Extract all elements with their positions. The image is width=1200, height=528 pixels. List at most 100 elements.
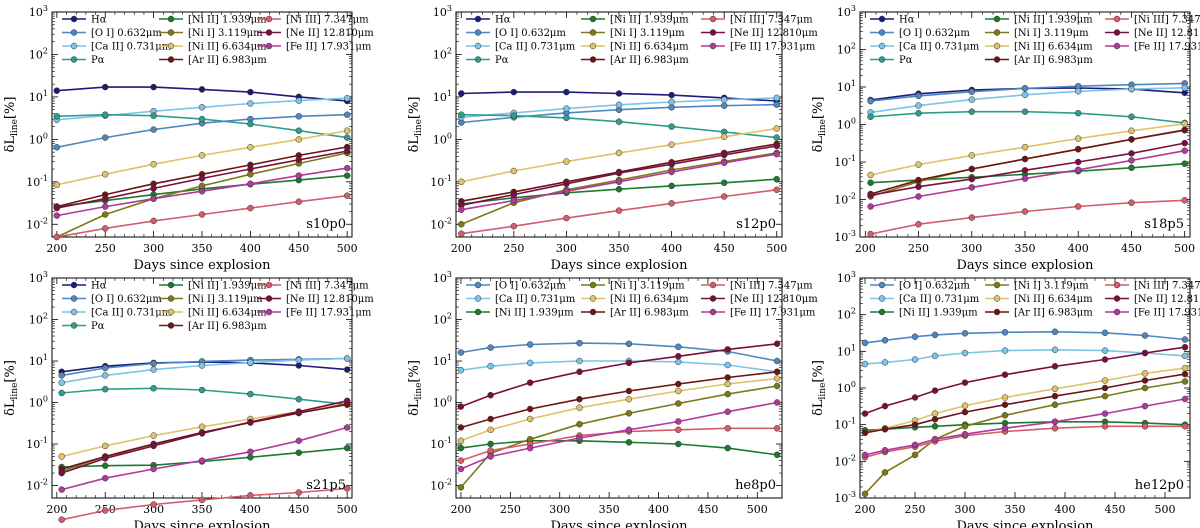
data-point-OI — [867, 97, 874, 105]
data-point-FeII — [861, 451, 869, 459]
data-point-NiI3119 — [1051, 401, 1059, 408]
x-tick-label: 450 — [1121, 242, 1142, 255]
y-tick-label: 100 — [29, 131, 48, 146]
data-point-Pa — [867, 113, 874, 121]
legend-entry-FeII: [Fe II] 17.931μm — [730, 42, 816, 53]
data-point-NiIII — [1021, 208, 1029, 215]
data-point-NiIII — [247, 204, 254, 212]
y-tick-label: 102 — [837, 42, 856, 57]
data-point-NiIII — [198, 211, 206, 218]
data-point-NeII — [615, 169, 623, 177]
legend-marker-NiIII — [265, 281, 273, 289]
data-point-NiI3119 — [458, 221, 465, 228]
data-point-FeII — [101, 203, 109, 210]
data-point-OI — [150, 360, 157, 367]
data-point-FeII — [1074, 166, 1082, 174]
data-point-ArII — [931, 416, 939, 423]
legend-marker-NeII — [265, 295, 273, 302]
data-point-OI — [576, 339, 583, 347]
data-point-NiII6634 — [915, 161, 922, 168]
legend-entry-ArII: [Ar II] 6.983μm — [1014, 55, 1093, 66]
data-point-NeII — [198, 430, 206, 437]
y-tick-base: 10 — [433, 272, 447, 285]
y-tick-base: 10 — [29, 91, 43, 104]
y-tick-label: 101 — [29, 353, 48, 368]
data-point-CaII — [343, 94, 351, 102]
data-point-NiII6634 — [668, 141, 675, 148]
y-tick-base: 10 — [433, 314, 447, 327]
y-tick-label: 102 — [837, 307, 856, 322]
legend-entry-NeII: [Ne II] 12.810μm — [286, 294, 374, 305]
legend-entry-CaII: [Ca II] 0.731μm — [495, 42, 576, 53]
data-point-NiII6634 — [867, 171, 874, 179]
data-point-NiII6634 — [1021, 143, 1029, 151]
legend-marker-Pa — [70, 56, 78, 63]
legend-entry-ArII: [Ar II] 6.983μm — [610, 308, 689, 319]
data-point-NiII6634 — [1128, 127, 1135, 135]
data-point-NiIII — [968, 214, 976, 221]
data-point-FeII — [198, 457, 206, 464]
y-tick-base: 10 — [837, 272, 851, 285]
data-point-NeII — [625, 359, 633, 367]
data-point-CaII — [675, 358, 682, 366]
series-line-NiI3119 — [864, 380, 1186, 495]
data-point-NiI3119 — [625, 410, 633, 417]
data-point-CaII — [668, 98, 675, 106]
data-point-ArII — [915, 176, 922, 184]
y-tick-exponent: 0 — [447, 395, 452, 404]
y-tick-base: 10 — [430, 218, 444, 231]
y-tick-exponent: 3 — [851, 270, 856, 279]
data-point-OI — [968, 88, 976, 95]
x-tick-label: 500 — [337, 503, 358, 516]
legend-marker-FeII — [709, 42, 717, 50]
legend-marker-NiI3119 — [167, 29, 175, 36]
legend-marker-NiI3119 — [589, 281, 597, 289]
legend-marker-CaII — [474, 295, 482, 302]
data-point-OI — [526, 341, 534, 348]
data-point-CaII — [198, 104, 206, 111]
data-point-CaII — [247, 359, 254, 366]
legend-marker-NeII — [265, 29, 273, 36]
data-point-Ha — [295, 362, 303, 369]
x-tick-label: 300 — [955, 503, 976, 516]
data-point-NiII6634 — [1181, 120, 1188, 127]
y-tick-base: 10 — [837, 382, 851, 395]
legend-marker-ArII — [167, 322, 175, 329]
y-tick-exponent: 2 — [851, 42, 856, 51]
data-point-NiII6634 — [487, 426, 494, 434]
data-point-FeII — [625, 426, 633, 434]
legend-entry-NiII1939: [Ni II] 1.939μm — [1014, 15, 1093, 26]
data-point-OI — [1141, 332, 1149, 339]
data-point-NeII — [510, 191, 518, 198]
data-point-FeII — [487, 453, 494, 460]
legend-marker-Pa — [474, 56, 482, 63]
y-tick-exponent: 2 — [447, 46, 452, 55]
data-point-NiIII — [101, 225, 109, 232]
data-point-Pa — [773, 134, 780, 141]
data-point-NiIII — [458, 230, 465, 237]
legend-marker-NiII1939 — [167, 281, 175, 289]
legend-entry-NiII6634: [Ni II] 6.634μm — [188, 42, 267, 53]
x-tick-label: 450 — [714, 242, 735, 255]
data-point-NiII6634 — [625, 395, 633, 403]
data-point-Ha — [53, 87, 61, 94]
data-point-NeII — [576, 368, 583, 376]
legend-marker-OI — [474, 29, 482, 36]
legend-marker-NiII6634 — [993, 295, 1001, 302]
data-point-CaII — [1181, 352, 1189, 360]
data-point-ArII — [625, 387, 633, 395]
legend-marker-NiIII — [1113, 15, 1121, 23]
y-tick-exponent: 0 — [43, 131, 48, 140]
data-point-OI — [675, 343, 682, 351]
chart-panel-he8p0: 200 250 300 350 400 450 500 Days since explosio… — [407, 270, 818, 528]
data-point-Ha — [150, 83, 157, 91]
data-point-NiIII — [615, 207, 623, 214]
data-point-CaII — [457, 366, 465, 374]
data-point-OI — [53, 144, 61, 151]
y-tick-base: 10 — [26, 480, 40, 493]
legend-entry-NiI3119: [Ni I] 3.119μm — [610, 281, 685, 292]
data-point-FeII — [247, 448, 254, 456]
y-tick-exponent: 1 — [447, 89, 452, 98]
data-point-NiII1939 — [625, 439, 633, 446]
data-point-NiIII — [295, 489, 303, 496]
